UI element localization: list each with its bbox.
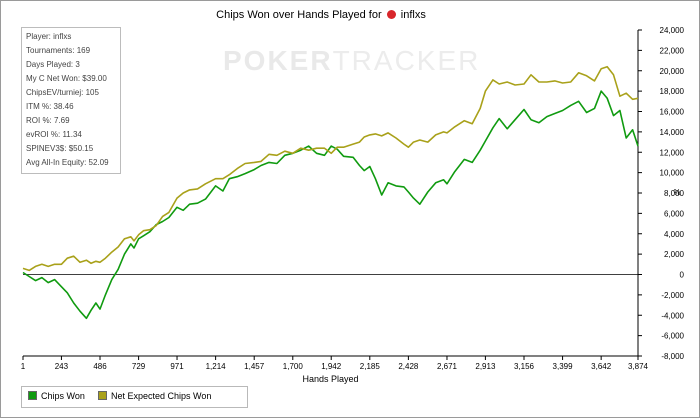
x-tick-label: 971 bbox=[170, 362, 184, 371]
x-tick-label: 2,671 bbox=[437, 362, 458, 371]
x-tick-label: 3,156 bbox=[514, 362, 535, 371]
y-tick-label: 24,000 bbox=[660, 26, 685, 35]
x-tick-label: 2,185 bbox=[360, 362, 381, 371]
y-tick-label: -2,000 bbox=[661, 291, 684, 300]
x-tick-label: 2,913 bbox=[475, 362, 496, 371]
y-tick-label: -4,000 bbox=[661, 311, 684, 320]
watermark-part-1: POKER bbox=[223, 45, 333, 76]
x-tick-label: 3,399 bbox=[553, 362, 574, 371]
stats-row: Player: inflxs bbox=[26, 32, 72, 41]
stats-row: ChipsEV/turniej: 105 bbox=[26, 88, 99, 97]
series-line-net-expected bbox=[22, 65, 639, 272]
y-tick-label: 12,000 bbox=[660, 148, 685, 157]
chart-title-player: inflxs bbox=[400, 9, 426, 21]
y-tick-label: 10,000 bbox=[660, 169, 685, 178]
y-tick-label: 6,000 bbox=[664, 209, 685, 218]
pokertracker-watermark: POKERTRACKER bbox=[223, 45, 480, 77]
legend-label-net-expected: Net Expected Chips Won bbox=[111, 391, 212, 401]
y-tick-label: -6,000 bbox=[661, 332, 684, 341]
stats-row: ROI %: 7.69 bbox=[26, 116, 70, 125]
stats-row: SPINEV3$: $50.15 bbox=[26, 144, 94, 153]
legend-item-net-expected[interactable]: Net Expected Chips Won bbox=[98, 391, 211, 401]
x-tick-label: 2,428 bbox=[398, 362, 419, 371]
stats-row: My C Net Won: $39.00 bbox=[26, 74, 107, 83]
stats-row: evROI %: 11.34 bbox=[26, 130, 82, 139]
y-tick-label: -8,000 bbox=[661, 352, 684, 361]
series-line-chips-won bbox=[22, 90, 639, 320]
stats-row: Days Played: 3 bbox=[26, 60, 80, 69]
x-tick-label: 1 bbox=[21, 362, 26, 371]
y-tick-label: 0 bbox=[680, 271, 685, 280]
chart-title: Chips Won over Hands Played for inflxs bbox=[1, 9, 641, 21]
x-tick-label: 486 bbox=[93, 362, 107, 371]
x-tick-label: 1,457 bbox=[244, 362, 265, 371]
x-axis-title: Hands Played bbox=[302, 374, 358, 384]
stats-row: ITM %: 38.46 bbox=[26, 102, 74, 111]
legend: Chips Won Net Expected Chips Won bbox=[21, 386, 248, 408]
y-tick-label: 18,000 bbox=[660, 87, 685, 96]
legend-swatch-chips-won bbox=[28, 391, 37, 400]
x-tick-label: 729 bbox=[132, 362, 146, 371]
stats-box: Player: inflxs Tournaments: 169 Days Playe… bbox=[21, 27, 121, 174]
legend-label-chips-won: Chips Won bbox=[41, 391, 85, 401]
x-tick-label: 243 bbox=[55, 362, 69, 371]
right-axis-unit: % bbox=[673, 188, 680, 197]
x-tick-label: 3,874 bbox=[628, 362, 649, 371]
y-tick-label: 22,000 bbox=[660, 46, 685, 55]
x-tick-label: 1,942 bbox=[321, 362, 342, 371]
y-tick-label: 4,000 bbox=[664, 230, 685, 239]
stats-row: Avg All-In Equity: 52.09 bbox=[26, 158, 109, 167]
x-tick-label: 3,642 bbox=[591, 362, 612, 371]
y-tick-label: 2,000 bbox=[664, 250, 685, 259]
y-tick-label: 20,000 bbox=[660, 67, 685, 76]
watermark-part-2: TRACKER bbox=[332, 45, 481, 76]
x-tick-label: 1,214 bbox=[206, 362, 227, 371]
y-tick-label: 8,000 bbox=[664, 189, 685, 198]
pokerstars-logo-icon bbox=[386, 10, 396, 19]
stats-row: Tournaments: 169 bbox=[26, 46, 91, 55]
y-tick-label: 16,000 bbox=[660, 108, 685, 117]
x-tick-label: 1,700 bbox=[283, 362, 304, 371]
legend-swatch-net-expected bbox=[98, 391, 107, 400]
chart-title-prefix: Chips Won over Hands Played for bbox=[216, 9, 382, 21]
y-tick-label: 14,000 bbox=[660, 128, 685, 137]
legend-item-chips-won[interactable]: Chips Won bbox=[28, 391, 85, 401]
